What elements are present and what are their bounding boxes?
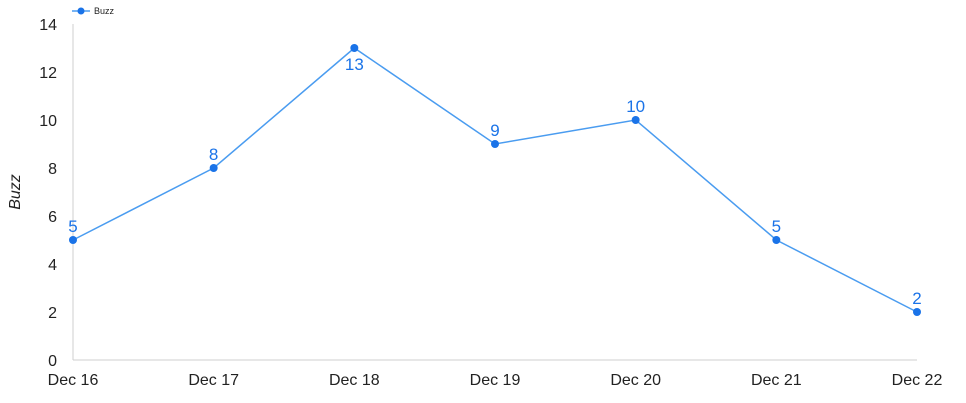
data-label: 2	[912, 289, 921, 308]
data-point	[491, 140, 499, 148]
x-tick-label: Dec 22	[892, 372, 943, 389]
data-label: 10	[626, 97, 645, 116]
y-axis-label: Buzz	[7, 174, 24, 210]
y-tick-label: 8	[48, 161, 57, 178]
data-label: 8	[209, 145, 218, 164]
y-tick-label: 10	[39, 113, 57, 130]
data-label: 13	[345, 55, 364, 74]
data-point	[913, 308, 921, 316]
legend: Buzz	[72, 6, 115, 16]
x-tick-label: Dec 16	[48, 372, 99, 389]
legend-label: Buzz	[94, 6, 115, 16]
data-labels: 5 8 13 9 10 5 2	[68, 55, 921, 308]
data-point	[69, 236, 77, 244]
x-tick-label: Dec 17	[188, 372, 239, 389]
series-group	[69, 44, 921, 316]
y-tick-label: 0	[48, 353, 57, 370]
data-point	[209, 164, 218, 172]
data-label: 9	[490, 121, 499, 140]
y-ticks: 0 2 4 6 8 10 12 14	[39, 17, 57, 370]
data-label: 5	[68, 217, 77, 236]
data-point	[350, 44, 359, 52]
data-point	[772, 236, 781, 244]
x-ticks: Dec 16 Dec 17 Dec 18 Dec 19 Dec 20 Dec 21 Dec …	[48, 372, 943, 389]
legend-point-marker	[77, 7, 85, 15]
series-line	[72, 47, 918, 313]
x-tick-label: Dec 19	[470, 372, 521, 389]
y-tick-label: 2	[48, 305, 57, 322]
y-tick-label: 6	[48, 209, 57, 226]
x-tick-label: Dec 21	[751, 372, 802, 389]
data-label: 5	[772, 217, 781, 236]
x-tick-label: Dec 20	[610, 372, 661, 389]
data-point	[631, 116, 640, 124]
y-tick-label: 12	[39, 65, 57, 82]
y-tick-label: 14	[39, 17, 57, 34]
axes	[72, 24, 917, 361]
x-tick-label: Dec 18	[329, 372, 380, 389]
y-tick-label: 4	[48, 257, 57, 274]
